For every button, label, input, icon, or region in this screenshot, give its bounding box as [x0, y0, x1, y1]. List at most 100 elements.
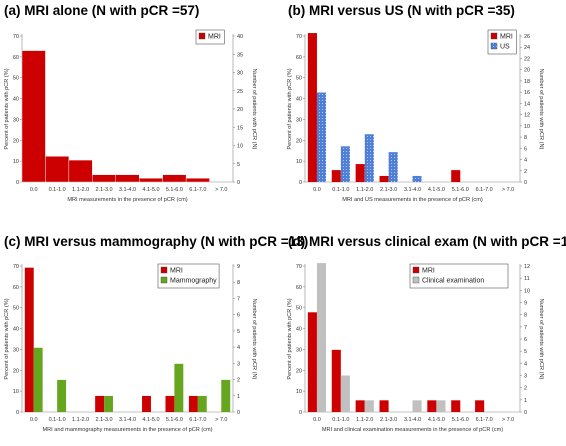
panel-b-left-tick-label: 50 — [296, 76, 302, 82]
panel-b-left-tick-label: 70 — [296, 34, 302, 40]
panel-c-legend: MRI Mammography — [157, 263, 220, 289]
panel-d-bar-mri — [427, 400, 437, 412]
panel-b-y-axis-right-label: Number of patients with pCR (N) — [538, 69, 544, 150]
panel-d-right-tick-label: 5 — [524, 349, 527, 355]
panel-d-bar-clinical-examination — [436, 400, 446, 412]
panel-b-right-tick-label: 0 — [524, 180, 527, 186]
panel-d-right-tick-label: 4 — [524, 361, 527, 367]
panel-b-bar-mri — [331, 170, 341, 182]
panel-d-legend-swatch — [412, 276, 420, 284]
panel-b-left-tick-label: 10 — [296, 159, 302, 165]
panel-c-legend-label: Mammography — [170, 278, 217, 285]
panel-c-bar-mri — [142, 395, 151, 412]
panel-b-legend-label: MRI — [500, 34, 513, 41]
panel-a-x-tick-label: 4.1-5.0 — [142, 187, 159, 193]
panel-a-legend-swatch — [198, 32, 206, 40]
panel-a-left-tick-label: 20 — [13, 138, 19, 144]
panel-a-bar-mri — [185, 178, 210, 183]
panel-d-left-tick-label: 10 — [296, 389, 302, 395]
panel-a-legend: MRI — [195, 29, 225, 45]
panel-b-right-tick-label: 8 — [524, 135, 527, 141]
panel-c-x-tick-label: 0.0 — [30, 417, 38, 423]
panel-c-bar-mri — [188, 395, 198, 412]
panel-b-bar-mri — [451, 170, 461, 182]
panel-d-legend-swatch — [412, 266, 420, 274]
panel-a-x-tick-label: 1.1-2.0 — [72, 187, 89, 193]
panel-b-x-tick-label: 5.1-6.0 — [452, 187, 469, 193]
panel-b-x-tick-label: > 7.0 — [502, 187, 514, 193]
panel-d-right-tick-label: 9 — [524, 301, 527, 307]
panel-c-right-tick-label: 6 — [237, 313, 240, 319]
panel-d-bar-clinical-examination — [316, 263, 327, 412]
panel-a-right-tick-label: 15 — [237, 125, 243, 131]
panel-a-right-tick-label: 40 — [237, 34, 243, 40]
panel-d-bar-mri — [379, 400, 389, 412]
panel-a-left-tick-label: 70 — [13, 34, 19, 40]
panel-a-x-tick-label: 2.1-3.0 — [95, 187, 112, 193]
panel-a-right-tick-label: 0 — [237, 180, 240, 186]
panel-b-x-tick-label: 3.1-4.0 — [404, 187, 421, 193]
panel-c-bar-mammography — [33, 347, 43, 412]
panel-d-right-tick-label: 10 — [524, 288, 530, 294]
panel-b-x-tick-label: 2.1-3.0 — [380, 187, 397, 193]
panel-b-right-tick-label: 10 — [524, 124, 530, 130]
panel-b-left-tick-label: 20 — [296, 138, 302, 144]
panel-c-x-axis-label: MRI and mammography measurements in the … — [42, 427, 212, 433]
panel-a-bar-mri — [92, 174, 116, 183]
panel-b-right-tick-label: 12 — [524, 113, 530, 119]
panel-d-bar-mri — [331, 349, 341, 412]
panel-d-right-tick-label: 11 — [524, 276, 530, 282]
panel-b-right-tick-label: 20 — [524, 68, 530, 74]
panel-c-x-tick-label: 3.1-4.0 — [119, 417, 136, 423]
panel-a-right-tick-label: 30 — [237, 71, 243, 77]
panel-c-right-tick-label: 4 — [237, 345, 240, 351]
panel-d-bar-mri — [307, 312, 317, 412]
panel-c-y-axis-right-label: Number of patients with pCR (N) — [251, 299, 257, 380]
panel-a-left-tick-label: 50 — [13, 76, 19, 82]
panel-b-right-tick-label: 2 — [524, 169, 527, 175]
panel-d-x-tick-label: 2.1-3.0 — [380, 417, 397, 423]
panel-c-left-tick-label: 10 — [13, 389, 19, 395]
panel-d-left-tick-label: 40 — [296, 327, 302, 333]
panel-a-bar-mri — [139, 178, 163, 183]
panel-c-legend-swatch — [160, 276, 168, 284]
panel-b-right-tick-label: 14 — [524, 101, 530, 107]
panel-b-title: (b) MRI versus US (N with pCR =35) — [288, 3, 515, 18]
panel-a-bar-mri — [45, 156, 70, 183]
panel-b-x-axis-label: MRI and US measurements in the presence … — [342, 197, 483, 203]
panel-c-left-tick-label: 30 — [13, 347, 19, 353]
panel-c-right-tick-label: 2 — [237, 378, 240, 384]
panel-d-legend-label: MRI — [422, 268, 435, 275]
panel-a: (a) MRI alone (N with pCR =57) 0 10 20 30 40… — [4, 3, 257, 203]
panel-b-x-tick-label: 0.0 — [313, 187, 321, 193]
panel-d-right-tick-label: 2 — [524, 386, 527, 392]
panel-c-legend-swatch — [160, 266, 168, 274]
panel-d-left-tick-label: 60 — [296, 285, 302, 291]
panel-c-left-tick-label: 50 — [13, 306, 19, 312]
panel-b-right-tick-label: 26 — [524, 34, 530, 40]
panel-c-bar-mammography — [57, 379, 67, 412]
panel-d-right-tick-label: 1 — [524, 398, 527, 404]
panel-a-y-axis-right-label: Number of patients with pCR (N) — [251, 69, 257, 150]
panel-d-right-tick-label: 0 — [524, 410, 527, 416]
panel-b-bar-mri — [307, 33, 317, 182]
panel-d-x-tick-label: 0.0 — [313, 417, 321, 423]
panel-b-x-tick-label: 1.1-2.0 — [356, 187, 373, 193]
panel-c-left-tick-label: 20 — [13, 368, 19, 374]
panel-a-title: (a) MRI alone (N with pCR =57) — [4, 3, 199, 18]
panel-b-legend: MRI US — [487, 29, 517, 55]
panel-b-right-tick-label: 22 — [524, 56, 530, 62]
panel-c-right-tick-label: 0 — [237, 410, 240, 416]
panel-a-right-tick-label: 5 — [237, 162, 240, 168]
panel-a-right-tick-label: 20 — [237, 107, 243, 113]
panel-b-bar-us — [412, 175, 422, 182]
panel-d-bar-mri — [355, 400, 365, 412]
panel-b-bar-mri — [379, 175, 389, 182]
panel-d-bar-clinical-examination — [364, 400, 374, 412]
panel-b-left-tick-label: 60 — [296, 55, 302, 61]
panel-d-left-tick-label: 50 — [296, 306, 302, 312]
panel-c-right-tick-label: 5 — [237, 329, 240, 335]
panel-d-right-tick-label: 6 — [524, 337, 527, 343]
panel-d-left-tick-label: 30 — [296, 347, 302, 353]
panel-d-legend-label: Clinical examination — [422, 278, 484, 285]
